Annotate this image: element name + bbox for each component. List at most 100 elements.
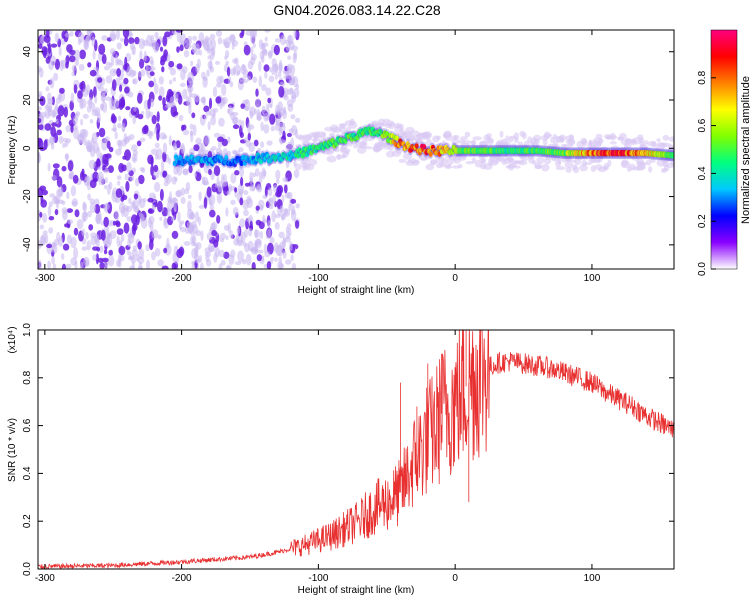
ridge-cell: [188, 160, 193, 166]
spectrogram-cell: [68, 173, 73, 180]
spectrogram-cell: [193, 172, 197, 177]
spectrogram-cell: [160, 160, 165, 172]
spectrogram-cell: [286, 191, 293, 199]
spectrogram-cell: [148, 111, 154, 118]
spectrogram-cell: [198, 191, 202, 201]
x-tick-label: -100: [308, 273, 328, 284]
spectrogram-cell: [239, 197, 244, 206]
spectrogram-cell: [97, 85, 105, 92]
snr-panel: -300 -200 -100 0 100 0.0 0.2 0.4 0.6 0.8 1.0 Heig…: [7, 323, 675, 596]
spectrogram-cell: [430, 159, 438, 165]
spectrogram-cell: [39, 96, 46, 106]
spectrogram-cell: [52, 263, 57, 269]
spectrogram-cell: [260, 121, 264, 132]
spectrogram-cell: [186, 221, 192, 229]
spectrogram-cell: [269, 236, 275, 244]
spectrogram-cell: [485, 133, 492, 139]
spectrogram-cell: [225, 235, 229, 241]
spectrogram-cell: [50, 126, 57, 137]
spectrogram-cell: [259, 231, 264, 239]
spectrogram-cell: [256, 254, 262, 262]
spectrogram-cell: [139, 50, 143, 61]
spectrogram-cell: [295, 144, 303, 148]
spectrogram-cell: [331, 126, 342, 133]
spectrogram-cell: [594, 157, 602, 162]
spectrogram-cell: [265, 87, 272, 96]
spectrogram-cell: [326, 155, 337, 163]
x-tick-label: 0: [452, 273, 458, 284]
spectrogram-cell: [282, 177, 289, 183]
spectrogram-cell: [67, 160, 74, 172]
spectrogram-cell: [246, 197, 254, 209]
spectrogram-cell: [661, 169, 667, 174]
spectrogram-cell: [313, 137, 318, 143]
spectrogram-cell: [276, 186, 282, 197]
ridge-cell: [355, 135, 360, 141]
spectrogram-cell: [232, 65, 236, 76]
spectrogram-cell: [667, 148, 672, 153]
spectrogram-cell: [44, 123, 52, 131]
spectrogram-cell: [120, 96, 125, 107]
spectrogram-cell: [247, 75, 251, 82]
snr-x-label: Height of straight line (km): [298, 585, 415, 596]
spectrogram-cell: [149, 71, 155, 77]
spectrogram-cell: [141, 167, 146, 173]
spectrogram-cell: [163, 247, 168, 254]
spectrogram-cell: [86, 174, 90, 187]
spectrogram-cell: [263, 64, 270, 72]
spectrogram-cell: [117, 180, 121, 186]
spectrogram-cell: [207, 151, 213, 160]
spectrogram-cell: [247, 132, 251, 141]
spectrogram-cell: [142, 197, 147, 203]
spectrogram-cell: [234, 170, 240, 176]
spectrogram-cell: [282, 250, 287, 259]
spectrogram-cell: [565, 135, 574, 142]
spectrogram-cell: [262, 219, 267, 224]
spectrogram-cell: [243, 190, 249, 196]
spectrogram-cell: [264, 36, 268, 42]
spectrogram-cell: [191, 247, 198, 259]
spectrogram-cell: [115, 30, 120, 40]
y-tick-label: -40: [22, 237, 33, 252]
spectrogram-cell: [137, 113, 144, 120]
y-tick-label: 0.4: [22, 466, 33, 480]
spectrogram-cell: [656, 158, 666, 167]
spectrogram-cell: [126, 216, 132, 222]
spectrogram-cell: [169, 191, 172, 203]
colorbar-tick-label: 0.2: [697, 214, 708, 228]
spectrogram-cell: [225, 207, 229, 217]
spectrogram-cell: [105, 75, 113, 84]
spectrogram-cell: [207, 242, 215, 252]
spectrogram-cell: [558, 134, 566, 141]
spectrogram-cell: [177, 211, 181, 223]
spectrogram-cell: [51, 175, 57, 181]
spectrogram-cell: [250, 46, 254, 55]
spectrogram-cell: [185, 43, 192, 50]
spectrogram-cell: [267, 220, 271, 228]
spectrogram-cell: [445, 155, 452, 159]
spectrogram-cell: [141, 111, 145, 115]
spectrogram-cell: [82, 113, 89, 119]
snr-y-ticks: 0.0 0.2 0.4 0.6 0.8 1.0: [22, 323, 674, 576]
spectrogram-cell: [62, 243, 70, 251]
spectrogram-cell: [125, 135, 132, 142]
spectrogram-cell: [73, 227, 79, 236]
spectrogram-cell: [176, 165, 180, 173]
spectrogram-cell: [182, 168, 189, 175]
spectrogram-cell: [159, 216, 163, 221]
spectrogram-cell: [554, 159, 562, 168]
spectrogram-cell: [102, 164, 106, 170]
spectrogram-cell: [219, 237, 225, 243]
spectrogram-cell: [190, 130, 194, 143]
spectrogram-cell: [88, 224, 94, 231]
spectrogram-cell: [349, 118, 355, 126]
spectrogram-cell: [55, 118, 59, 125]
spectrogram-cell: [38, 151, 41, 163]
spectrogram-cell: [138, 248, 145, 260]
spectrogram-cell: [79, 49, 86, 60]
spectrogram-cell: [237, 250, 245, 263]
spectrogram-cell: [105, 61, 111, 66]
spectrogram-cell: [208, 168, 212, 176]
spectrogram-cell: [97, 166, 102, 171]
spectrogram-cell: [82, 201, 86, 211]
